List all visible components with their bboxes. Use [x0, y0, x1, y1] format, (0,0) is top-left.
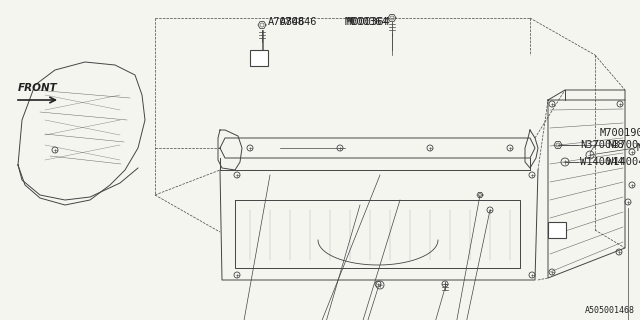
- Bar: [548, 222, 566, 238]
- Text: A: A: [554, 226, 560, 235]
- Text: M000364: M000364: [345, 17, 388, 27]
- Text: M000364: M000364: [347, 17, 391, 27]
- Text: M700190: M700190: [637, 143, 640, 153]
- Text: M700190: M700190: [600, 128, 640, 138]
- Text: N370048: N370048: [607, 140, 640, 150]
- Text: A505001468: A505001468: [585, 306, 635, 315]
- Text: N370048: N370048: [580, 140, 624, 150]
- Text: W140044: W140044: [580, 157, 624, 167]
- Text: A70846: A70846: [268, 17, 305, 27]
- Text: A: A: [256, 53, 262, 62]
- Text: A70846: A70846: [280, 17, 317, 27]
- Text: W140044: W140044: [607, 157, 640, 167]
- Text: FRONT: FRONT: [18, 83, 58, 93]
- Bar: [250, 50, 268, 66]
